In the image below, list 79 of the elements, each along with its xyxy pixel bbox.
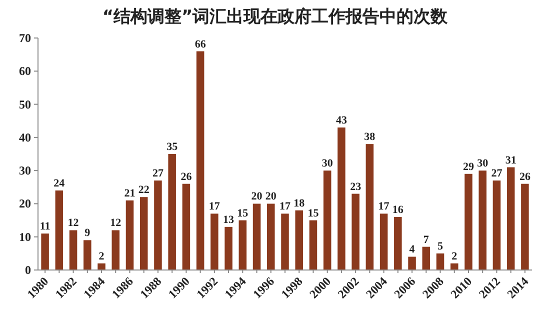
bar [394,216,402,270]
bar [69,230,78,270]
data-label: 20 [251,190,263,203]
chart-title: “结构调整”词汇出现在政府工作报告中的次数 [102,7,449,27]
data-label: 13 [223,214,235,226]
data-label: 27 [152,168,164,180]
bar [281,214,289,270]
bar [98,263,106,270]
data-label: 7 [423,234,430,246]
data-label: 17 [208,200,220,213]
bar [224,226,232,270]
bar [210,214,218,270]
data-label: 11 [40,220,50,233]
data-label: 5 [438,240,444,252]
bar [295,210,303,270]
bar [309,220,318,270]
bar [126,200,134,270]
bar [84,240,92,270]
bar [422,246,430,270]
bar [168,154,176,270]
data-label: 43 [336,114,348,126]
data-label: 16 [392,204,404,216]
bar [182,184,190,270]
bar [112,230,120,270]
data-label: 26 [180,170,192,183]
y-tick-label: 20 [19,196,31,211]
data-label: 18 [294,197,306,210]
data-label: 17 [280,200,291,213]
bar [154,180,162,270]
data-label: 29 [462,160,474,173]
data-label: 2 [452,250,458,262]
y-tick-label: 0 [25,263,31,277]
data-label: 35 [166,141,178,153]
y-tick-label: 60 [19,64,31,78]
data-label: 30 [322,158,334,170]
data-label: 27 [491,168,503,180]
data-label: 22 [138,184,150,196]
bar [478,170,486,270]
bar [366,144,374,270]
data-label: 9 [84,227,91,240]
data-label: 31 [505,154,516,166]
bar [506,167,515,270]
bar [55,190,64,270]
bar [252,204,261,270]
data-label: 15 [308,207,320,220]
bar [238,220,247,270]
data-label: 17 [378,200,390,213]
bar [380,214,388,270]
y-tick-label: 70 [19,31,31,45]
bar [41,234,49,270]
y-tick-label: 40 [19,130,31,144]
bar [521,184,529,270]
y-tick-label: 10 [19,230,31,244]
bar [408,256,416,270]
bar [323,170,332,270]
data-label: 15 [237,207,249,220]
bar [338,127,346,270]
data-label: 24 [54,177,66,190]
bar [140,197,148,270]
data-label: 20 [265,190,277,203]
y-tick-label: 30 [19,164,31,178]
data-label: 2 [98,250,105,262]
data-label: 66 [194,38,206,50]
data-label: 26 [519,170,531,183]
bar [464,174,472,270]
y-tick-label: 50 [19,97,31,112]
data-label: 4 [409,244,416,256]
data-label: 12 [110,217,122,230]
bar [196,51,204,270]
bar [492,180,501,270]
bar [352,194,360,270]
data-label: 23 [350,180,362,193]
bar [436,253,444,270]
data-label: 30 [477,158,489,170]
bar [450,263,458,270]
bar [267,204,275,270]
data-label: 38 [364,131,376,144]
data-label: 21 [124,187,136,200]
data-label: 12 [68,217,80,230]
